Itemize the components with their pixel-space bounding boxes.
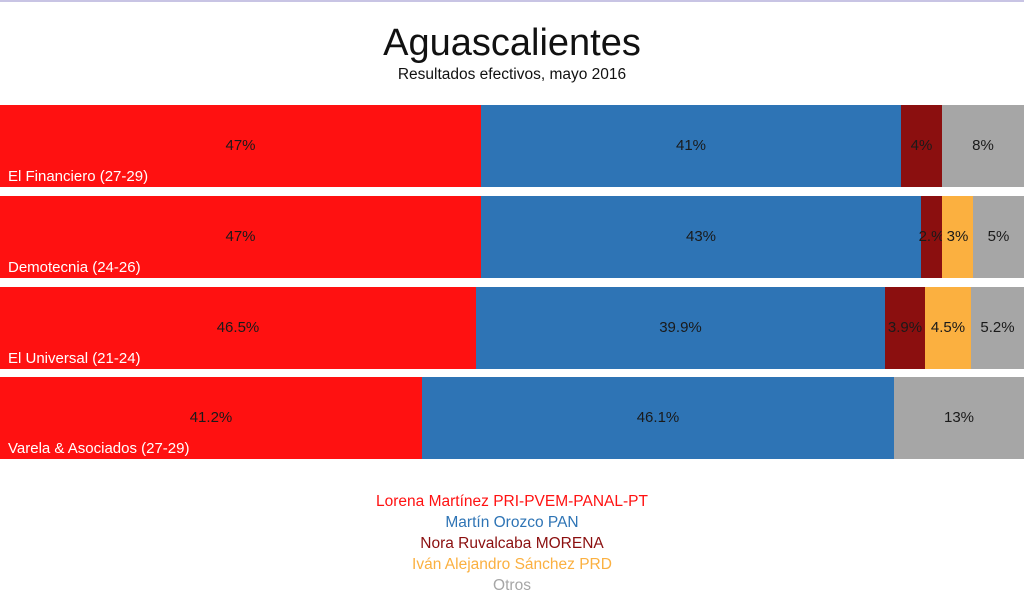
segment-value-label: 3%	[946, 227, 969, 245]
legend-item: Iván Alejandro Sánchez PRD	[412, 556, 612, 573]
poll-bar: 47% 43% 2.% 3% 5% Demotecnia (24-26)	[0, 196, 1024, 278]
poll-bar: 46.5% 39.9% 3.9% 4.5% 5.2% El Universal (21-2…	[0, 287, 1024, 369]
segment-value-label: 43%	[685, 227, 717, 245]
segment-value-label: 46.1%	[636, 408, 680, 426]
bar-segment: 47%	[0, 196, 481, 278]
chart-subtitle: Resultados efectivos, mayo 2016	[397, 66, 627, 83]
legend-item: Otros	[493, 577, 531, 594]
bar-segment: 3.9%	[885, 287, 925, 369]
bar-segment: 39.9%	[476, 287, 885, 369]
bar-segment: 43%	[481, 196, 921, 278]
poll-bar: 41.2% 46.1% 13% Varela & Asociados (27-29)	[0, 377, 1024, 459]
segment-value-label: 41%	[675, 136, 707, 154]
segment-value-label: 46.5%	[216, 318, 260, 336]
poll-source-label: Varela & Asociados (27-29)	[8, 440, 190, 457]
segment-value-label: 4.5%	[930, 318, 966, 336]
segment-value-label: 5%	[987, 227, 1010, 245]
bar-segment: 41%	[481, 105, 901, 187]
poll-source-label: Demotecnia (24-26)	[8, 259, 141, 276]
poll-source-label: El Universal (21-24)	[8, 350, 141, 367]
poll-source-label: El Financiero (27-29)	[8, 168, 149, 185]
legend-item: Martín Orozco PAN	[445, 514, 579, 531]
segment-value-label: 41.2%	[189, 408, 233, 426]
bar-segment: 41.2%	[0, 377, 422, 459]
segment-value-label: 47%	[225, 227, 256, 245]
chart-title: Aguascalientes	[383, 22, 641, 64]
segment-value-label: 39.9%	[659, 318, 702, 336]
bar-segment: 47%	[0, 105, 481, 187]
legend-item: Nora Ruvalcaba MORENA	[420, 535, 604, 552]
legend-item: Lorena Martínez PRI-PVEM-PANAL-PT	[376, 493, 648, 510]
bar-segment: 2.%	[918, 196, 945, 278]
segment-value-label: 4%	[910, 136, 933, 154]
bar-segment: 46.1%	[422, 377, 894, 459]
bar-segment: 13%	[894, 377, 1024, 459]
bar-segment: 4.5%	[925, 287, 971, 369]
segment-value-label: 47%	[225, 136, 256, 154]
bar-segment: 4%	[901, 105, 942, 187]
chart-legend: Lorena Martínez PRI-PVEM-PANAL-PT Martín …	[0, 491, 1024, 596]
segment-value-label: 13%	[943, 408, 975, 426]
bar-segment: 3%	[942, 196, 973, 278]
bar-segment: 5.2%	[971, 287, 1024, 369]
bar-segment: 46.5%	[0, 287, 476, 369]
segment-value-label: 5.2%	[980, 318, 1015, 336]
poll-bar: 47% 41% 4% 8% El Financiero (27-29)	[0, 105, 1024, 187]
bar-segment: 5%	[973, 196, 1024, 278]
segment-value-label: 8%	[972, 136, 994, 154]
bar-segment: 8%	[942, 105, 1024, 187]
segment-value-label: 3.9%	[887, 318, 923, 336]
segment-value-label: 2.%	[918, 227, 945, 245]
